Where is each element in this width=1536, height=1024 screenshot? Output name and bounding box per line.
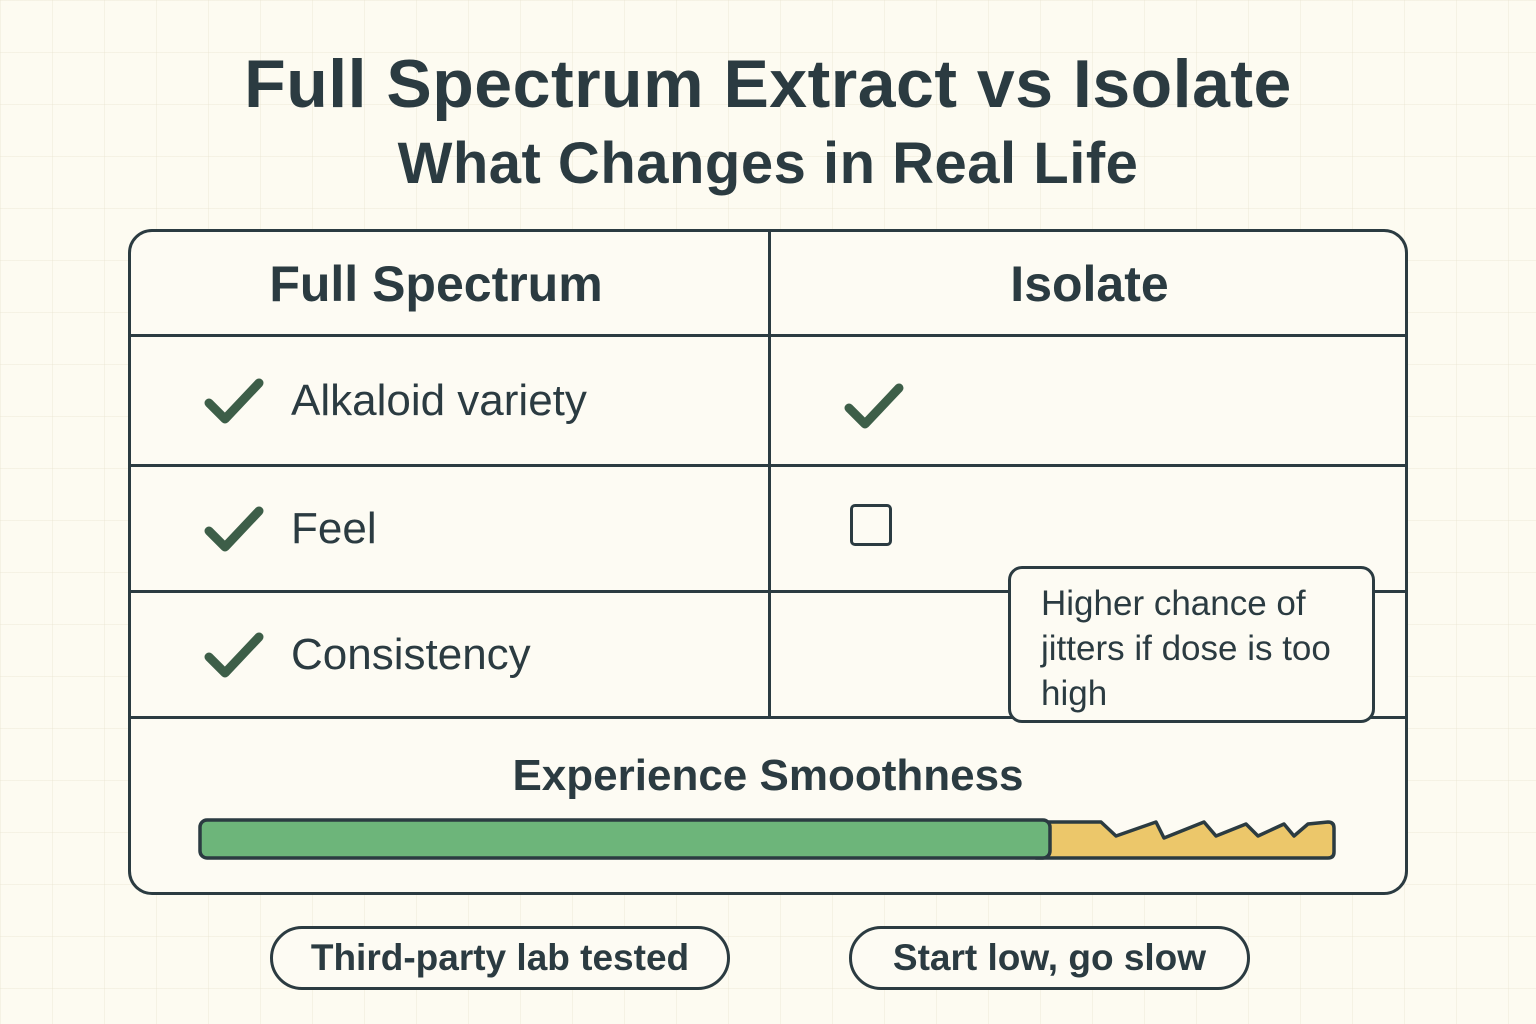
row-label: Feel: [291, 503, 377, 553]
column-divider: [768, 232, 771, 719]
start-low-badge: Start low, go slow: [849, 926, 1250, 990]
smooth-segment: [198, 818, 1052, 860]
row-label: Consistency: [291, 629, 531, 679]
page-subtitle: What Changes in Real Life: [397, 131, 1139, 196]
check-icon: [204, 378, 264, 423]
table-row-alkaloid-variety: Alkaloid variety: [131, 337, 768, 464]
table-row-consistency: Consistency: [131, 593, 768, 716]
column-header-isolate: Isolate: [1010, 256, 1169, 312]
check-icon: [844, 383, 904, 429]
table-row-feel: Feel: [131, 467, 768, 590]
jitters-callout: Higher chance of jitters if dose is too …: [1008, 566, 1375, 723]
smoothness-label: Experience Smoothness: [512, 751, 1024, 800]
jagged-segment: [1034, 820, 1336, 860]
row-label: Alkaloid variety: [291, 375, 587, 425]
check-icon: [204, 632, 264, 677]
column-header-full-spectrum: Full Spectrum: [269, 256, 603, 312]
comparison-table: Full Spectrum Isolate Alkaloid variety F…: [128, 229, 1408, 895]
page-title: Full Spectrum Extract vs Isolate: [244, 46, 1292, 122]
check-icon: [204, 506, 264, 551]
empty-checkbox-icon: [850, 504, 892, 546]
smoothness-bar: [198, 818, 1336, 860]
lab-tested-badge: Third-party lab tested: [270, 926, 730, 990]
